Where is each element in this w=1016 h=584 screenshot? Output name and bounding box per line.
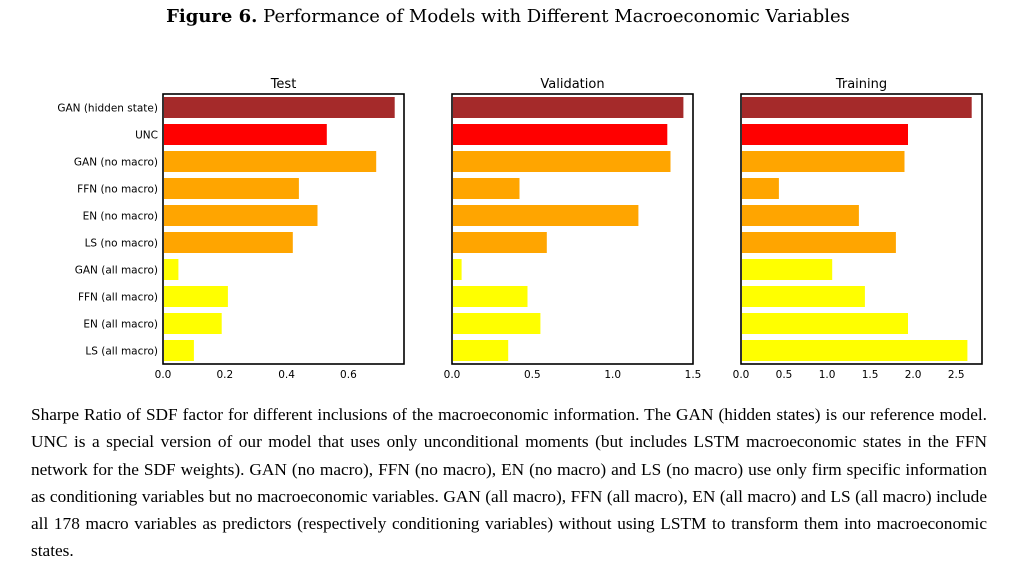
bar-test-2 bbox=[164, 124, 327, 145]
x-tick-label-training: 2.0 bbox=[905, 369, 922, 381]
x-tick-label-test: 0.6 bbox=[340, 369, 357, 381]
figure-caption: Sharpe Ratio of SDF factor for different… bbox=[31, 405, 987, 561]
bar-training-7 bbox=[742, 259, 833, 280]
bar-test-5 bbox=[164, 205, 318, 226]
bar-training-3 bbox=[742, 151, 905, 172]
bar-validation-6 bbox=[453, 232, 547, 253]
axes-frame-test bbox=[162, 93, 405, 365]
x-tick-label-validation: 1.0 bbox=[604, 369, 621, 381]
bar-validation-5 bbox=[453, 205, 639, 226]
axes-frame-validation bbox=[451, 93, 694, 365]
category-label: GAN (all macro) bbox=[75, 265, 158, 277]
figure-title-text: Performance of Models with Different Mac… bbox=[263, 6, 850, 27]
bar-training-8 bbox=[742, 286, 865, 307]
bar-test-1 bbox=[164, 97, 395, 118]
bar-test-3 bbox=[164, 151, 377, 172]
category-label: LS (all macro) bbox=[85, 346, 158, 358]
panel-title-validation: Validation bbox=[540, 77, 604, 92]
x-tick-label-validation: 1.5 bbox=[685, 369, 702, 381]
bar-validation-10 bbox=[453, 340, 509, 361]
bar-validation-1 bbox=[453, 97, 684, 118]
bar-training-10 bbox=[742, 340, 968, 361]
x-tick-label-training: 0.5 bbox=[776, 369, 793, 381]
bar-test-10 bbox=[164, 340, 194, 361]
x-tick-label-validation: 0.0 bbox=[444, 369, 461, 381]
bar-charts: Test 0.0 0.2 0.4 0.6 GAN (hidden state) UNC GAN… bbox=[57, 77, 983, 381]
bar-test-7 bbox=[164, 259, 179, 280]
x-tick-label-test: 0.2 bbox=[216, 369, 233, 381]
bar-validation-4 bbox=[453, 178, 520, 199]
bar-training-5 bbox=[742, 205, 859, 226]
panel-title-test: Test bbox=[270, 77, 297, 92]
category-label: GAN (no macro) bbox=[74, 157, 158, 169]
bar-training-6 bbox=[742, 232, 896, 253]
category-label: UNC bbox=[135, 130, 158, 142]
bar-test-4 bbox=[164, 178, 299, 199]
bar-validation-2 bbox=[453, 124, 668, 145]
axes-frame-training bbox=[740, 93, 983, 365]
bar-training-1 bbox=[742, 97, 972, 118]
bar-validation-3 bbox=[453, 151, 671, 172]
panel-title-training: Training bbox=[835, 77, 887, 92]
bar-training-2 bbox=[742, 124, 908, 145]
bar-validation-8 bbox=[453, 286, 528, 307]
category-label: EN (no macro) bbox=[83, 211, 158, 223]
x-tick-label-training: 1.0 bbox=[819, 369, 836, 381]
x-tick-label-training: 1.5 bbox=[862, 369, 879, 381]
bar-validation-9 bbox=[453, 313, 541, 334]
bar-training-4 bbox=[742, 178, 779, 199]
category-label: FFN (all macro) bbox=[78, 292, 158, 304]
x-tick-label-training: 0.0 bbox=[733, 369, 750, 381]
category-label: LS (no macro) bbox=[85, 238, 158, 250]
category-label: GAN (hidden state) bbox=[57, 103, 158, 115]
bar-validation-7 bbox=[453, 259, 462, 280]
x-tick-label-validation: 0.5 bbox=[524, 369, 541, 381]
bar-test-9 bbox=[164, 313, 222, 334]
bar-training-9 bbox=[742, 313, 908, 334]
category-label: FFN (no macro) bbox=[77, 184, 158, 196]
figure-title: Figure 6. Performance of Models with Dif… bbox=[0, 6, 1016, 27]
x-tick-label-test: 0.4 bbox=[278, 369, 295, 381]
bar-test-8 bbox=[164, 286, 228, 307]
category-label: EN (all macro) bbox=[83, 319, 158, 331]
x-tick-label-test: 0.0 bbox=[155, 369, 172, 381]
bar-test-6 bbox=[164, 232, 293, 253]
figure-number: Figure 6. bbox=[166, 6, 258, 27]
x-tick-label-training: 2.5 bbox=[948, 369, 965, 381]
